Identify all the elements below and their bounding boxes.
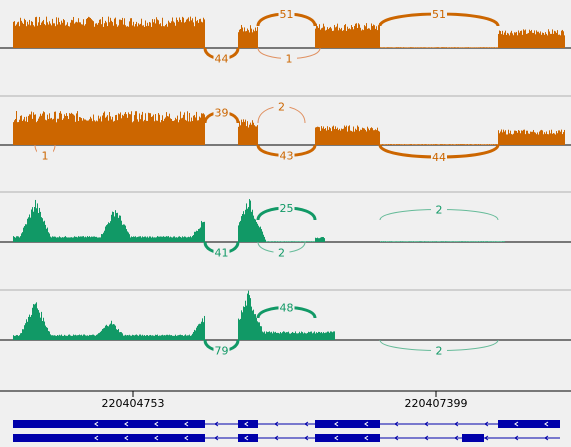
- strand-arrow: [484, 435, 489, 441]
- strand-arrow: [334, 421, 339, 427]
- strand-arrow: [244, 435, 249, 441]
- axis-coordinate-right: 220407399: [405, 397, 468, 410]
- strand-arrow: [154, 435, 159, 441]
- coverage-track-3: 25 2 41 2: [0, 199, 571, 260]
- junction-label-bg: [431, 7, 447, 19]
- junction-count-label: 48: [280, 302, 294, 315]
- strand-arrow: [214, 435, 219, 441]
- strand-arrow: [454, 435, 459, 441]
- strand-arrow: [544, 435, 549, 441]
- junction-count-label: 2: [436, 345, 443, 358]
- strand-arrow: [244, 421, 249, 427]
- junction-count-label: 1: [42, 150, 49, 163]
- junction-count-label: 44: [432, 151, 446, 164]
- strand-arrow: [184, 435, 189, 441]
- transcript-exon: [315, 434, 380, 442]
- strand-arrow: [304, 421, 309, 427]
- strand-arrow: [274, 421, 279, 427]
- gene-model-track: [13, 420, 560, 442]
- junction-label-bg: [431, 202, 447, 215]
- junction-count-label: 39: [215, 107, 229, 120]
- junction-count-label: 2: [278, 247, 285, 260]
- strand-arrow: [124, 435, 129, 441]
- junction-label-bg: [431, 343, 447, 356]
- strand-arrow: [424, 435, 429, 441]
- strand-arrow: [394, 421, 399, 427]
- junction-count-label: 51: [280, 8, 294, 21]
- junction-count-label: 43: [280, 150, 294, 163]
- strand-arrow: [484, 421, 489, 427]
- junction-count-label: 41: [215, 247, 229, 260]
- junction-label-bg: [278, 300, 295, 313]
- junction-label-bg: [213, 245, 230, 258]
- strand-arrow: [364, 435, 369, 441]
- coverage-track-2: 39 2 43 44 1: [0, 99, 571, 164]
- junction-label-bg: [278, 201, 295, 213]
- junction-label-bg: [278, 7, 295, 19]
- strand-arrow: [94, 435, 99, 441]
- junction-label-bg: [213, 51, 230, 64]
- junction-label-bg: [431, 150, 447, 162]
- junction-count-label: 1: [286, 53, 293, 66]
- transcript-exon: [498, 420, 560, 428]
- junction-count-label: 2: [436, 204, 443, 217]
- strand-arrow: [214, 421, 219, 427]
- coverage-track-1: 51 51 44 1: [0, 7, 571, 66]
- transcript-exon: [238, 434, 258, 442]
- junction-count-label: 51: [432, 8, 446, 21]
- junction-label-bg: [37, 148, 53, 161]
- strand-arrow: [394, 435, 399, 441]
- axis-coordinate-left: 220404753: [102, 397, 165, 410]
- junction-label-bg: [278, 148, 295, 161]
- transcript-exon: [462, 434, 484, 442]
- strand-arrow: [334, 435, 339, 441]
- junction-count-label: 79: [215, 345, 229, 358]
- strand-arrow: [94, 421, 99, 427]
- strand-arrow: [124, 421, 129, 427]
- strand-arrow: [544, 421, 549, 427]
- strand-arrow: [154, 421, 159, 427]
- strand-arrow: [514, 421, 519, 427]
- junction-label-bg: [281, 51, 297, 64]
- junction-label-bg: [213, 343, 230, 356]
- strand-arrow: [424, 421, 429, 427]
- strand-arrow: [274, 435, 279, 441]
- junction-count-label: 2: [278, 101, 285, 114]
- junction-label-bg: [213, 105, 230, 118]
- junction-count-label: 44: [215, 53, 229, 66]
- junction-count-label: 25: [280, 202, 294, 215]
- junction-label-bg: [273, 245, 290, 258]
- junction-label-bg: [273, 99, 290, 112]
- transcript-exon: [238, 420, 258, 428]
- transcript-exon: [13, 420, 205, 428]
- transcript-exon: [315, 420, 380, 428]
- strand-arrow: [514, 435, 519, 441]
- genomic-axis: 220404753 220407399: [0, 390, 571, 410]
- coverage-track-4: 48 79 2: [0, 290, 571, 358]
- strand-arrow: [364, 421, 369, 427]
- strand-arrow: [184, 421, 189, 427]
- strand-arrow: [454, 421, 459, 427]
- strand-arrow: [304, 435, 309, 441]
- transcript-exon: [13, 434, 205, 442]
